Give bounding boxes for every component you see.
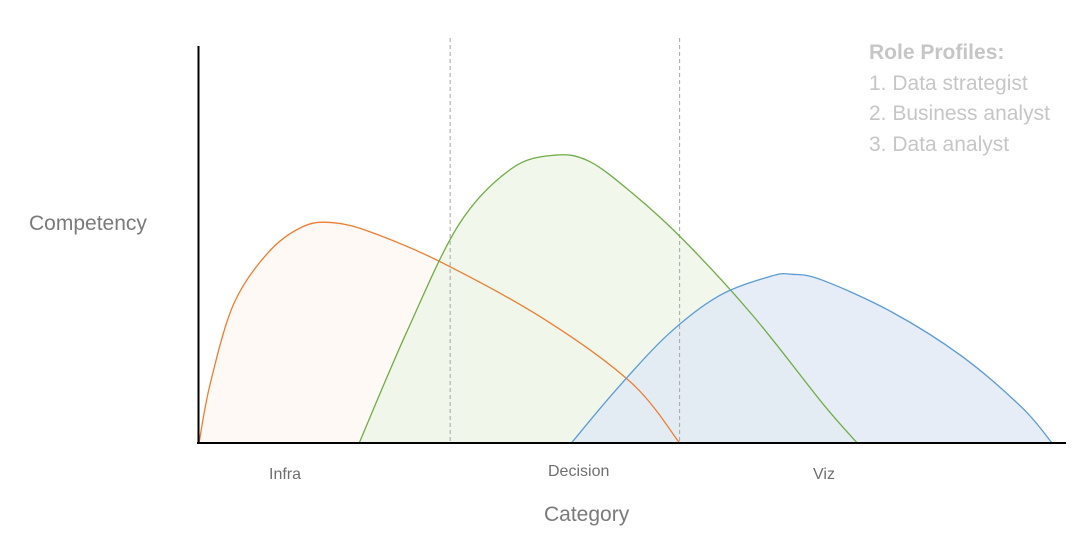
x-axis-label: Category bbox=[544, 503, 630, 526]
series-line-3 bbox=[570, 272, 1053, 444]
legend-item-data-analyst: 3. Data analyst bbox=[869, 132, 1010, 156]
legend: Role Profiles: 1. Data strategist 2. Bus… bbox=[869, 38, 1050, 160]
category-label-viz: Viz bbox=[813, 466, 835, 483]
series-lines bbox=[198, 154, 1053, 444]
category-dividers bbox=[449, 38, 681, 443]
legend-item-business-analyst: 2. Business analyst bbox=[869, 102, 1050, 125]
legend-title: Role Profiles: bbox=[869, 41, 1005, 64]
series-fills bbox=[199, 154, 1052, 443]
series-line-1 bbox=[198, 221, 681, 444]
category-label-infra: Infra bbox=[269, 466, 302, 483]
series-line-2 bbox=[358, 154, 858, 444]
category-label-decision: Decision bbox=[548, 463, 610, 480]
y-axis-label: Competency bbox=[29, 212, 147, 235]
series-area-3 bbox=[571, 273, 1052, 443]
legend-item-data-strategist: 1. Data strategist bbox=[869, 71, 1028, 95]
